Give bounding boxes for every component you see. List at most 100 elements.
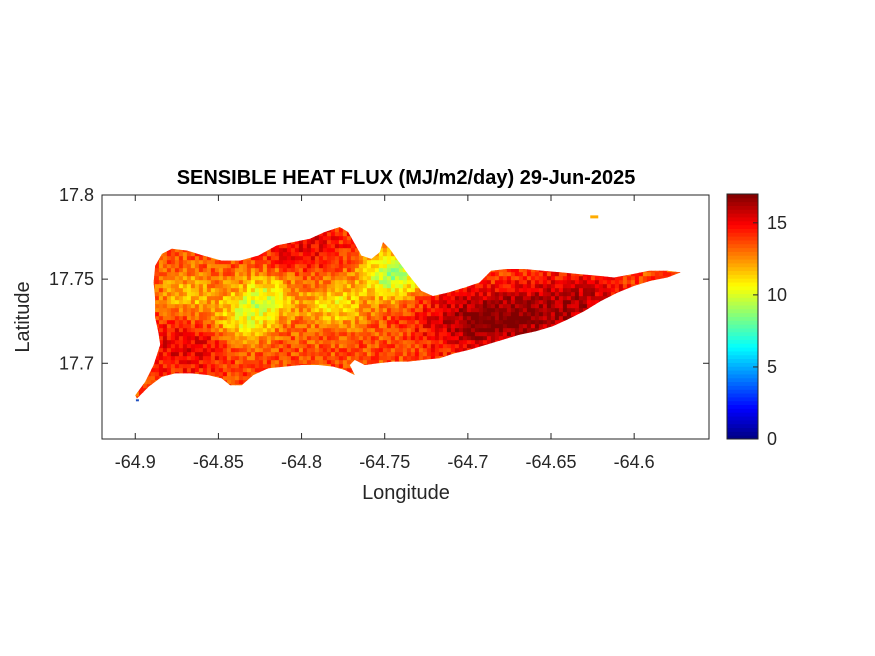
heat-cell [390, 296, 396, 301]
heat-cell [346, 240, 352, 245]
heat-cell [446, 324, 452, 329]
heat-cell [254, 312, 260, 317]
heat-cell [294, 260, 300, 265]
heat-cell [294, 284, 300, 289]
heat-cell [434, 316, 440, 321]
heat-cell [506, 300, 512, 305]
heat-cell [294, 328, 300, 333]
heat-cell [306, 276, 312, 281]
heat-cell [350, 272, 356, 277]
heat-cell [326, 304, 332, 309]
heat-cell [306, 304, 312, 309]
heat-cell [370, 324, 376, 329]
heat-cell [326, 260, 332, 265]
heat-cell [462, 296, 468, 301]
heat-cell [342, 268, 348, 273]
heat-cell [338, 308, 344, 313]
heat-cell [302, 244, 308, 249]
heat-cell [442, 340, 448, 345]
heat-cell [390, 300, 396, 305]
heat-cell [498, 316, 504, 321]
heat-cell [226, 260, 232, 265]
heat-cell [426, 352, 432, 357]
heat-cell [198, 312, 204, 317]
heat-cell [494, 328, 500, 333]
heat-cell [314, 264, 320, 269]
heat-cell [446, 304, 452, 309]
heat-cell [202, 344, 208, 349]
heat-cell [362, 340, 368, 345]
heat-cell [498, 268, 504, 273]
heat-cell [222, 260, 228, 265]
heat-cell [546, 272, 552, 277]
heat-cell [294, 336, 300, 341]
heat-cell [374, 336, 380, 341]
heat-cell [474, 292, 480, 297]
heat-cell [562, 280, 568, 285]
heat-cell [302, 340, 308, 345]
heat-cell [470, 296, 476, 301]
heat-cell [258, 296, 264, 301]
heat-cell [538, 276, 544, 281]
heat-cell [314, 352, 320, 357]
heat-cell [346, 292, 352, 297]
heat-cell [386, 260, 392, 265]
heat-cell [270, 264, 276, 269]
heat-cell [550, 276, 556, 281]
heat-cell [338, 252, 344, 257]
heat-cell [586, 296, 592, 301]
heat-cell [478, 280, 484, 285]
heat-cell [374, 296, 380, 301]
heat-cell [174, 324, 180, 329]
heat-cell [410, 328, 416, 333]
heat-cell [514, 268, 520, 273]
heat-cell [454, 320, 460, 325]
heat-cell [602, 288, 608, 293]
heat-cell [322, 292, 328, 297]
heat-cell [354, 304, 360, 309]
heat-cell [242, 324, 248, 329]
heat-cell [318, 300, 324, 305]
heat-cell [426, 356, 432, 361]
heat-cell [286, 332, 292, 337]
heat-cell [266, 276, 272, 281]
heat-cell [306, 312, 312, 317]
heat-cell [370, 344, 376, 349]
heat-cell [358, 328, 364, 333]
heat-cell [322, 356, 328, 361]
heat-cell [318, 320, 324, 325]
heat-cell [158, 276, 164, 281]
heat-cell [334, 296, 340, 301]
heat-cell [378, 292, 384, 297]
heat-cell [174, 340, 180, 345]
heat-cell [542, 324, 548, 329]
heat-cell [370, 288, 376, 293]
heat-cell [254, 280, 260, 285]
heat-cell [218, 320, 224, 325]
heat-cell [298, 332, 304, 337]
heat-cell [374, 344, 380, 349]
heat-cell [402, 332, 408, 337]
heat-cell [158, 280, 164, 285]
heat-cell [378, 260, 384, 265]
heat-cell [466, 320, 472, 325]
heat-cell [506, 268, 512, 273]
heat-cell [470, 328, 476, 333]
heat-cell [342, 272, 348, 277]
heat-cell [186, 320, 192, 325]
heat-cell [282, 272, 288, 277]
heat-cell [246, 260, 252, 265]
heat-cell [270, 352, 276, 357]
heat-cell [306, 320, 312, 325]
heat-cell [298, 268, 304, 273]
heat-cell [410, 292, 416, 297]
heat-cell [194, 332, 200, 337]
heat-cell [262, 356, 268, 361]
heat-cell [342, 324, 348, 329]
heat-cell [182, 304, 188, 309]
heat-cell [250, 360, 256, 365]
heat-cell [274, 252, 280, 257]
heat-cell [302, 264, 308, 269]
heat-cell [174, 312, 180, 317]
heat-cell [558, 304, 564, 309]
